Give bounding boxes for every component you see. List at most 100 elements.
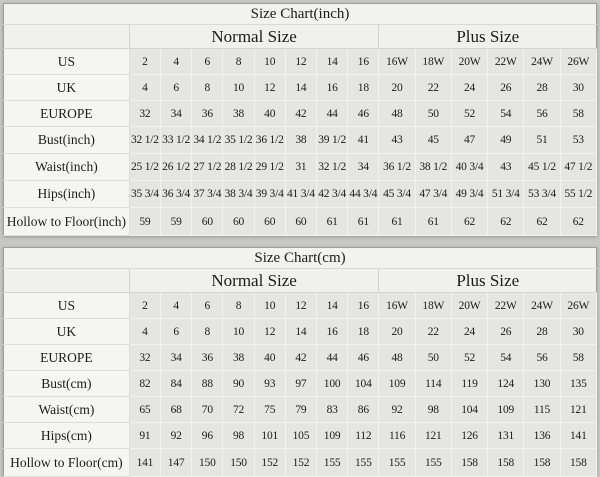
value-cell: 62 <box>523 207 561 236</box>
value-cell: 26 <box>487 318 525 345</box>
value-cell: 52 <box>450 100 489 127</box>
value-cell: 36 <box>191 100 224 127</box>
group-header-normal-size: Normal Size <box>129 24 379 49</box>
value-cell: 65 <box>128 396 162 423</box>
row-label: Hollow to Floor(cm) <box>3 448 130 477</box>
value-cell: 47 <box>450 126 489 154</box>
value-cell: 42 <box>284 344 318 371</box>
value-cell: 100 <box>316 370 349 397</box>
value-cell: 12 <box>284 292 318 319</box>
value-cell: 46 <box>347 100 380 127</box>
value-cell: 33 1/2 <box>160 126 193 154</box>
value-cell: 147 <box>160 448 193 477</box>
value-cell: 60 <box>191 207 224 236</box>
value-cell: 60 <box>284 207 318 236</box>
table-row: Bust(cm) 82 84 88 90 93 97 100 104 109 114 119 124 13… <box>3 370 598 397</box>
size-chart-inch-body: US 2 4 6 8 10 12 14 16 16W 18W 20W 22W 24W 26W UK 4 6 8 10 1… <box>3 48 598 236</box>
value-cell: 32 <box>128 344 162 371</box>
row-label: Waist(cm) <box>3 396 130 423</box>
table-row: UK 4 6 8 10 12 14 16 18 20 22 24 26 28 30 <box>3 318 598 345</box>
value-cell: 44 <box>316 344 349 371</box>
column-group-row: Normal Size Plus Size <box>3 268 597 293</box>
value-cell: 126 <box>450 422 489 449</box>
value-cell: 35 1/2 <box>222 126 255 154</box>
value-cell: 150 <box>191 448 224 477</box>
value-cell: 36 1/2 <box>253 126 286 154</box>
row-label: Bust(cm) <box>3 370 130 397</box>
value-cell: 79 <box>284 396 318 423</box>
value-cell: 150 <box>222 448 255 477</box>
value-cell: 20 <box>378 318 416 345</box>
value-cell: 14 <box>284 74 318 101</box>
value-cell: 105 <box>284 422 318 449</box>
value-cell: 47 1/2 <box>559 153 598 181</box>
value-cell: 2 <box>128 48 162 75</box>
table-row: EUROPE 32 34 36 38 40 42 44 46 48 50 52 54 56 58 <box>3 100 598 127</box>
value-cell: 48 <box>378 100 416 127</box>
value-cell: 45 1/2 <box>523 153 561 181</box>
value-cell: 4 <box>160 48 193 75</box>
group-header-normal-size: Normal Size <box>129 268 379 293</box>
value-cell: 10 <box>253 292 286 319</box>
chart-title-inch: Size Chart(inch) <box>3 3 597 25</box>
value-cell: 6 <box>160 74 193 101</box>
value-cell: 12 <box>253 74 286 101</box>
size-chart-cm-table: Size Chart(cm) Normal Size Plus Size US 2… <box>3 247 598 477</box>
value-cell: 155 <box>347 448 380 477</box>
value-cell: 55 1/2 <box>559 180 598 208</box>
size-chart-cm-body: US 2 4 6 8 10 12 14 16 16W 18W 20W 22W 24W 26W UK 4 6 8 10 1… <box>3 292 598 477</box>
value-cell: 46 <box>347 344 380 371</box>
value-cell: 92 <box>160 422 193 449</box>
value-cell: 121 <box>559 396 598 423</box>
value-cell: 61 <box>378 207 416 236</box>
row-label: Hips(cm) <box>3 422 130 449</box>
value-cell: 18W <box>414 292 452 319</box>
value-cell: 59 <box>160 207 193 236</box>
value-cell: 121 <box>414 422 452 449</box>
value-cell: 155 <box>316 448 349 477</box>
value-cell: 34 <box>347 153 380 181</box>
value-cell: 109 <box>378 370 416 397</box>
value-cell: 16W <box>378 48 416 75</box>
value-cell: 20W <box>450 292 489 319</box>
value-cell: 45 <box>414 126 452 154</box>
value-cell: 60 <box>222 207 255 236</box>
value-cell: 155 <box>378 448 416 477</box>
table-row: Hips(inch) 35 3/4 36 3/4 37 3/4 38 3/4 39 3/4… <box>3 180 598 208</box>
value-cell: 40 3/4 <box>450 153 489 181</box>
value-cell: 6 <box>191 48 224 75</box>
value-cell: 98 <box>414 396 452 423</box>
value-cell: 61 <box>414 207 452 236</box>
value-cell: 61 <box>316 207 349 236</box>
value-cell: 26 1/2 <box>160 153 193 181</box>
value-cell: 56 <box>523 344 561 371</box>
value-cell: 28 <box>523 74 561 101</box>
value-cell: 53 <box>559 126 598 154</box>
value-cell: 30 <box>559 74 598 101</box>
group-header-plus-size: Plus Size <box>378 268 597 293</box>
table-row: US 2 4 6 8 10 12 14 16 16W 18W 20W 22W 24W 26W <box>3 292 598 319</box>
value-cell: 48 <box>378 344 416 371</box>
row-label: UK <box>3 74 130 101</box>
value-cell: 44 3/4 <box>347 180 380 208</box>
group-header-spacer <box>3 24 130 49</box>
value-cell: 59 <box>128 207 162 236</box>
value-cell: 14 <box>316 48 349 75</box>
value-cell: 6 <box>191 292 224 319</box>
value-cell: 58 <box>559 344 598 371</box>
value-cell: 47 3/4 <box>414 180 452 208</box>
value-cell: 124 <box>487 370 525 397</box>
value-cell: 53 3/4 <box>523 180 561 208</box>
value-cell: 18W <box>414 48 452 75</box>
value-cell: 70 <box>191 396 224 423</box>
value-cell: 62 <box>450 207 489 236</box>
value-cell: 38 1/2 <box>414 153 452 181</box>
table-row: Hollow to Floor(cm) 141 147 150 150 152 152 155… <box>3 448 598 477</box>
table-row: Waist(cm) 65 68 70 72 75 79 83 86 92 98 104 109 115 12… <box>3 396 598 423</box>
value-cell: 91 <box>128 422 162 449</box>
value-cell: 16 <box>347 48 380 75</box>
value-cell: 61 <box>347 207 380 236</box>
title-row: Size Chart(inch) <box>3 3 597 25</box>
value-cell: 14 <box>284 318 318 345</box>
value-cell: 12 <box>253 318 286 345</box>
